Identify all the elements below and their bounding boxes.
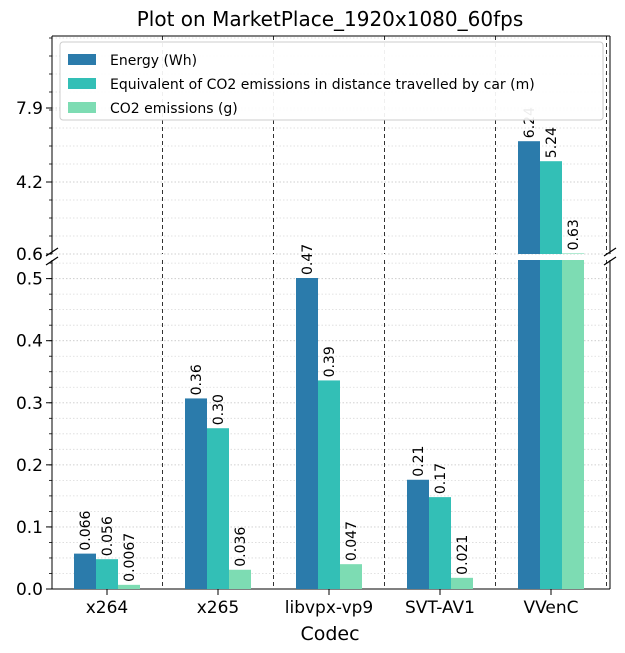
axis-break-mark — [45, 247, 59, 257]
bar — [185, 398, 207, 589]
bar — [429, 497, 451, 589]
x-tick-label: x264 — [86, 598, 129, 618]
legend-swatch — [68, 102, 96, 113]
x-tick-label: SVT-AV1 — [405, 598, 475, 618]
lower-tick-label: 0.1 — [16, 518, 43, 538]
bar — [340, 564, 362, 589]
x-axis-label: Codec — [300, 623, 359, 645]
lower-tick-label: 0.3 — [16, 394, 43, 414]
upper-tick-label: 7.9 — [16, 99, 43, 119]
bar — [74, 553, 96, 589]
axis-break-mark — [603, 256, 617, 266]
data-label: 0.036 — [233, 527, 249, 567]
lower-tick-label: 0.0 — [16, 580, 43, 600]
data-label: 0.021 — [455, 535, 471, 575]
legend-box — [59, 41, 604, 121]
data-label: 0.47 — [300, 244, 316, 275]
data-label: 0.066 — [78, 510, 94, 550]
bar — [562, 260, 584, 589]
data-label: 0.36 — [189, 364, 205, 395]
bar — [229, 569, 251, 589]
data-label: 0.056 — [100, 516, 116, 556]
x-tick-label: VVenC — [523, 598, 578, 618]
data-label: 0.63 — [566, 219, 582, 250]
lower-tick-label: 0.2 — [16, 456, 43, 476]
bar — [540, 161, 562, 254]
x-axis: x264 x265 libvpx-vp9 SVT-AV1 VVenC — [86, 589, 579, 618]
bar — [207, 428, 229, 589]
data-label: 0.39 — [322, 346, 338, 377]
lower-tick-label: 0.4 — [16, 332, 43, 352]
axis-break-mark — [45, 256, 59, 266]
bar — [451, 577, 473, 589]
data-label: 0.17 — [433, 463, 449, 494]
legend-label: Equivalent of CO2 emissions in distance … — [110, 77, 535, 93]
bar — [540, 260, 562, 589]
data-label: 0.047 — [344, 521, 360, 561]
legend-swatch — [68, 54, 96, 65]
bar — [318, 380, 340, 589]
chart-title: Plot on MarketPlace_1920x1080_60fps — [137, 7, 523, 31]
data-label: 5.24 — [544, 127, 560, 158]
bars — [74, 141, 584, 589]
data-labels: 0.0660.360.470.216.240.0560.300.390.175.… — [78, 107, 582, 582]
data-label: 0.0067 — [122, 533, 138, 582]
upper-tick-label: 0.6 — [16, 245, 43, 265]
bar — [296, 278, 318, 589]
x-tick-label: x265 — [197, 598, 240, 618]
legend-swatch — [68, 78, 96, 89]
x-tick-label: libvpx-vp9 — [285, 598, 374, 618]
bar — [518, 141, 540, 254]
upper-tick-label: 4.2 — [16, 173, 43, 193]
bar — [518, 260, 540, 589]
bar — [407, 479, 429, 589]
data-label: 0.21 — [411, 446, 427, 477]
lower-tick-label: 0.5 — [16, 270, 43, 290]
data-label: 0.30 — [211, 394, 227, 425]
bar — [562, 253, 584, 254]
legend-label: CO2 emissions (g) — [110, 101, 238, 117]
bar — [118, 584, 140, 589]
legend: Energy (Wh) Equivalent of CO2 emissions i… — [59, 41, 604, 121]
axis-break-mark — [603, 247, 617, 257]
bar — [96, 559, 118, 589]
legend-label: Energy (Wh) — [110, 53, 197, 69]
